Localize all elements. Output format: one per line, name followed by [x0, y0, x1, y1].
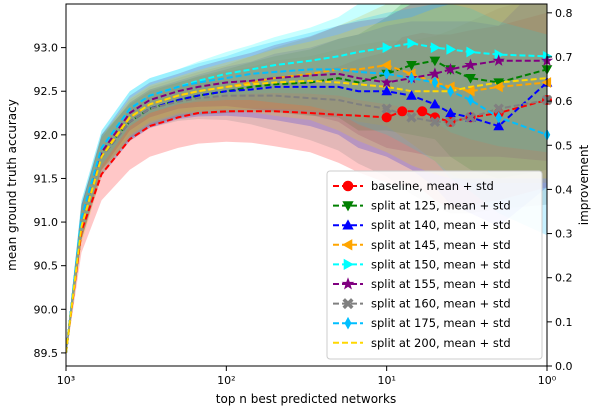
- std-band: [66, 4, 547, 358]
- y2-tick-label: 0.6: [555, 95, 573, 108]
- y-axis-right: 0.0 0.1 0.2 0.3 0.4 0.5 0.6 0.7 0.8: [547, 7, 573, 373]
- y2-tick-label: 0.4: [555, 183, 573, 196]
- data-point: [447, 85, 454, 98]
- data-point: [465, 112, 476, 123]
- x-axis: 10³ 10² 10¹ 10⁰: [57, 366, 557, 387]
- y-tick-label: 91.5: [34, 172, 59, 185]
- y2-tick-label: 0.5: [555, 139, 573, 152]
- y-tick-label: 89.5: [34, 347, 59, 360]
- data-point: [466, 46, 477, 58]
- data-point: [429, 98, 441, 109]
- y-tick-label: 90.0: [34, 303, 59, 316]
- data-point: [493, 120, 505, 131]
- data-point: [493, 81, 503, 93]
- data-point: [444, 63, 457, 75]
- legend-marker: [342, 219, 354, 230]
- legend-label: split at 125, mean + std: [371, 199, 511, 213]
- legend-frame: [326, 170, 543, 360]
- plot-frame: [65, 3, 548, 367]
- data-point: [406, 112, 417, 123]
- data-point: [495, 111, 502, 124]
- y-tick-label: 92.5: [34, 85, 59, 98]
- x-axis-label: top n best predicted networks: [216, 392, 396, 406]
- y-tick-label: 92.0: [34, 129, 59, 142]
- legend-label: split at 155, mean + std: [371, 277, 511, 291]
- data-point: [417, 106, 428, 117]
- data-point: [380, 76, 393, 88]
- data-point: [382, 42, 393, 53]
- series-line: [66, 77, 547, 354]
- data-point: [381, 59, 391, 71]
- data-point: [381, 85, 393, 96]
- data-point: [408, 72, 415, 85]
- y2-tick-label: 0.3: [555, 228, 573, 241]
- y2-tick-label: 0.0: [555, 360, 573, 373]
- data-point: [467, 93, 474, 106]
- y-tick-label: 93.0: [34, 42, 59, 55]
- data-point: [429, 116, 441, 128]
- legend-marker: [342, 201, 354, 212]
- data-point: [381, 103, 392, 114]
- legend-marker: [342, 180, 354, 192]
- legend-marker: [343, 258, 354, 271]
- legend-marker: [341, 277, 355, 290]
- data-point: [492, 54, 505, 66]
- y2-tick-label: 0.2: [555, 272, 573, 285]
- y-axis-left: 89.5 90.0 90.5 91.0 91.5 92.0 92.5 93.0: [34, 42, 66, 360]
- legend-label: split at 200, mean + std: [371, 336, 511, 350]
- std-band: [66, 4, 547, 358]
- data-point: [431, 76, 439, 89]
- x-tick-label: 10³: [57, 374, 75, 387]
- std-band: [66, 4, 547, 358]
- data-point: [407, 37, 418, 49]
- data-point: [397, 106, 408, 117]
- data-point: [383, 67, 390, 80]
- data-point: [406, 90, 417, 100]
- legend-label: split at 150, mean + std: [371, 257, 511, 271]
- legend: baseline, mean + std split at 125, mean +…: [326, 170, 543, 360]
- y2-axis-label: improvement: [577, 144, 591, 225]
- legend-label: baseline, mean + std: [371, 179, 494, 193]
- data-point: [493, 103, 504, 114]
- y2-tick-label: 0.1: [555, 316, 573, 329]
- std-band: [66, 4, 547, 358]
- y2-tick-label: 0.8: [555, 7, 573, 20]
- x-tick-label: 10²: [217, 374, 235, 387]
- std-band: [66, 4, 547, 358]
- data-point: [464, 58, 477, 71]
- series-line: [66, 68, 547, 354]
- data-point: [445, 116, 456, 128]
- std-band: [66, 4, 547, 358]
- legend-label: split at 175, mean + std: [371, 316, 511, 330]
- data-point: [406, 61, 417, 71]
- y-axis-label: mean ground truth accuracy: [5, 99, 19, 271]
- legend-label: split at 140, mean + std: [371, 218, 511, 232]
- data-point: [428, 67, 441, 80]
- legend-label: split at 145, mean + std: [371, 238, 511, 252]
- legend-marker: [342, 239, 353, 251]
- data-point: [445, 107, 456, 118]
- std-band: [66, 4, 547, 358]
- x-tick-label: 10⁰: [538, 374, 557, 387]
- y-tick-label: 90.5: [34, 260, 59, 273]
- data-point: [429, 56, 441, 67]
- y-tick-label: 91.0: [34, 216, 59, 229]
- x-tick-label: 10¹: [377, 374, 395, 387]
- std-bands: [66, 4, 547, 358]
- legend-marker: [342, 298, 354, 310]
- y2-tick-label: 0.7: [555, 51, 573, 64]
- data-point: [465, 74, 476, 84]
- legend-label: split at 160, mean + std: [371, 297, 511, 311]
- data-point: [464, 85, 475, 97]
- data-point: [381, 112, 392, 123]
- data-point: [446, 44, 457, 55]
- data-point: [430, 42, 441, 53]
- legend-marker: [344, 316, 352, 330]
- series-line: [66, 99, 547, 354]
- std-band: [66, 4, 547, 358]
